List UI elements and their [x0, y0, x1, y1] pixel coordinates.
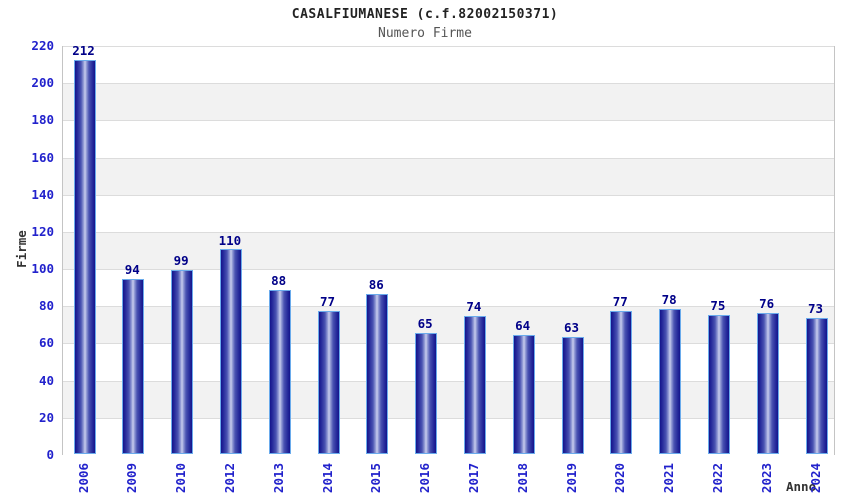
y-gridline — [63, 269, 834, 271]
y-gridline — [63, 157, 834, 159]
x-tick-label: 2022 — [709, 462, 725, 494]
y-gridline — [63, 83, 834, 85]
y-gridline — [63, 120, 834, 122]
y-band — [63, 157, 834, 195]
bar-value-label: 94 — [124, 262, 140, 278]
bar — [806, 318, 828, 454]
bar-value-label: 77 — [612, 293, 628, 309]
bar — [659, 309, 681, 454]
y-tick-label: 220 — [31, 38, 54, 53]
y-gridline — [63, 380, 834, 382]
y-band — [63, 120, 834, 158]
bar-value-label: 99 — [173, 252, 189, 268]
x-tick-label: 2017 — [465, 462, 481, 494]
x-tick-label: 2006 — [75, 462, 91, 494]
y-tick-label: 0 — [46, 447, 54, 462]
bar — [269, 290, 291, 454]
x-tick-label: 2014 — [319, 462, 335, 494]
bar-value-label: 78 — [661, 291, 677, 307]
bar-value-label: 86 — [368, 277, 384, 293]
bar — [757, 313, 779, 454]
bar-value-label: 73 — [807, 301, 824, 317]
y-band — [63, 46, 834, 84]
y-tick-label: 60 — [38, 335, 54, 351]
y-tick-label: 120 — [31, 223, 54, 239]
bar — [171, 270, 193, 454]
bar-value-label: 74 — [466, 299, 482, 315]
bar — [122, 279, 144, 454]
y-band — [63, 83, 834, 121]
y-tick-label: 180 — [31, 112, 54, 128]
x-tick-label: 2024 — [807, 462, 823, 494]
bar — [464, 316, 486, 454]
bar-value-label: 63 — [563, 319, 580, 335]
bar — [318, 311, 340, 454]
y-gridline — [63, 194, 834, 196]
bar — [562, 337, 584, 454]
x-tick-label: 2009 — [124, 462, 140, 494]
bar — [708, 315, 730, 454]
chart-subtitle: Numero Firme — [378, 26, 472, 41]
bar-value-label: 64 — [515, 318, 531, 334]
bar — [513, 335, 535, 454]
x-tick-label: 2010 — [173, 462, 189, 494]
y-band — [63, 194, 834, 232]
x-axis-title: Anno — [786, 479, 817, 494]
bar — [415, 333, 437, 454]
bar — [366, 294, 388, 454]
x-tick-label: 2023 — [758, 462, 774, 494]
y-gridline — [63, 417, 834, 419]
x-tick-label: 2019 — [563, 462, 579, 494]
y-tick-label: 160 — [31, 149, 54, 165]
y-tick-label: 100 — [31, 261, 54, 277]
y-gridline — [63, 231, 834, 233]
bar-value-label: 77 — [319, 293, 336, 309]
plot-area — [62, 46, 835, 455]
bar-value-label: 212 — [72, 42, 95, 58]
bar — [74, 60, 96, 454]
y-tick-label: 200 — [31, 75, 54, 91]
bar-value-label: 76 — [759, 295, 775, 311]
x-tick-label: 2021 — [661, 462, 677, 494]
chart-title: CASALFIUMANESE (c.f.82002150371) — [291, 7, 559, 22]
x-tick-label: 2015 — [368, 462, 384, 494]
bar-value-label: 88 — [271, 273, 287, 289]
x-tick-label: 2013 — [270, 462, 286, 494]
x-tick-label: 2016 — [417, 462, 433, 494]
y-gridline — [63, 343, 834, 345]
x-tick-label: 2012 — [221, 462, 237, 494]
y-band — [63, 231, 834, 270]
y-gridline — [63, 306, 834, 308]
bar-value-label: 110 — [218, 232, 242, 248]
y-tick-label: 140 — [31, 186, 54, 202]
y-gridline — [63, 46, 834, 47]
y-tick-label: 20 — [38, 409, 54, 425]
bar — [610, 311, 632, 454]
bar — [220, 249, 242, 454]
x-tick-label: 2020 — [612, 462, 628, 494]
bar-value-label: 65 — [417, 316, 433, 332]
y-tick-label: 40 — [38, 372, 54, 388]
bar-value-label: 75 — [710, 297, 726, 313]
x-tick-label: 2018 — [514, 462, 530, 494]
y-tick-label: 80 — [38, 298, 54, 314]
